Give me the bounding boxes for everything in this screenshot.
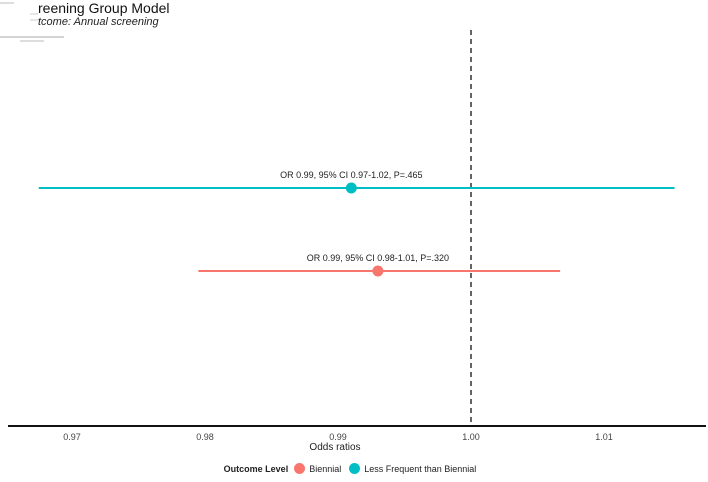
x-tick-label: 0.99	[329, 432, 347, 442]
legend-swatch-less-frequent	[349, 463, 361, 474]
thumbnail-graphic	[0, 2, 64, 42]
x-tick-label: 0.98	[196, 432, 214, 442]
or-point	[372, 265, 384, 277]
data-label: OR 0.99, 95% CI 0.97-1.02, P=.465	[280, 170, 422, 180]
x-tick-label: 1.00	[462, 432, 480, 442]
x-tick-label: 1.01	[595, 432, 613, 442]
legend-label-biennial: Biennial	[309, 463, 342, 474]
x-tick-label: 0.97	[63, 432, 81, 442]
legend-title: Outcome Level	[223, 463, 289, 474]
chart-title: reening Group Model	[38, 0, 170, 16]
corner-thumbnail	[0, 0, 70, 44]
x-axis-label: Odds ratios	[309, 442, 360, 453]
or-point	[345, 182, 357, 194]
legend-item-biennial: Biennial	[294, 463, 341, 474]
chart-subtitle: tcome: Annual screening	[38, 16, 159, 28]
data-label: OR 0.99, 95% CI 0.98-1.01, P=.320	[307, 253, 449, 263]
legend-swatch-biennial	[294, 463, 306, 474]
legend: Outcome Level Biennial Less Frequent tha…	[0, 463, 708, 474]
legend-label-less-frequent: Less Frequent than Biennial	[364, 463, 477, 474]
legend-item-less-frequent: Less Frequent than Biennial	[349, 463, 476, 474]
